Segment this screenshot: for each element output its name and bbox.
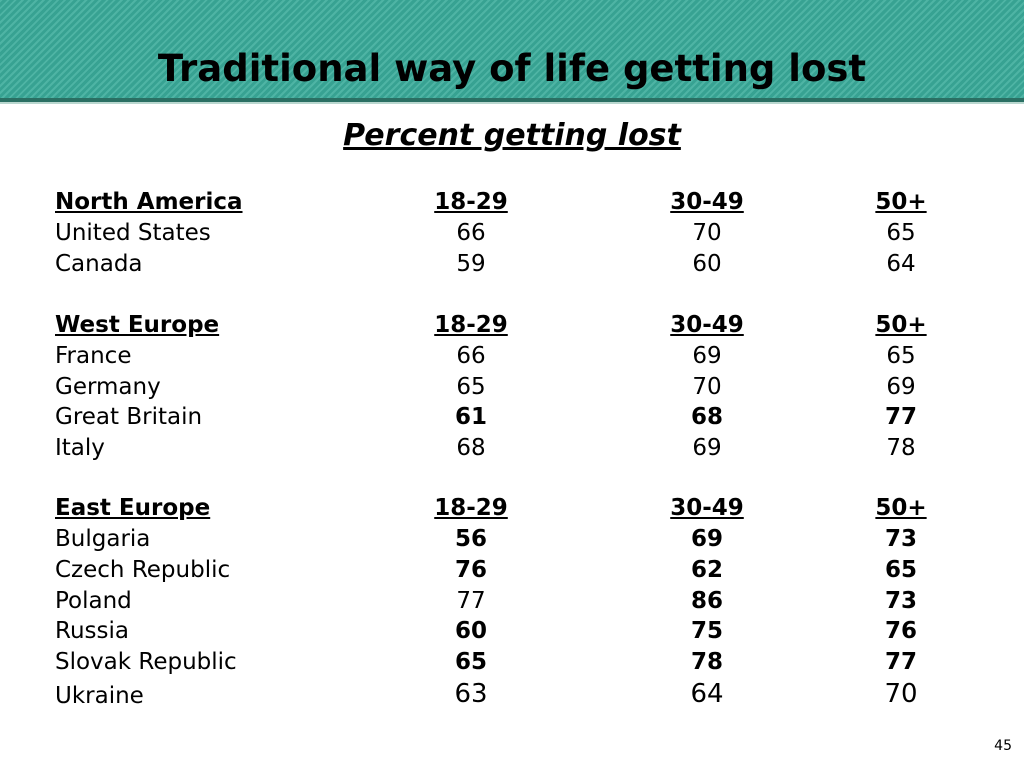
value-cell: 70 <box>884 679 918 709</box>
value-cell: 78 <box>886 435 916 461</box>
value-cell: 59 <box>456 251 486 277</box>
value-cell: 75 <box>690 618 723 644</box>
country-name: Poland <box>55 588 132 614</box>
region-heading: North America <box>55 189 243 215</box>
country-name: France <box>55 343 132 369</box>
value-cell: 76 <box>454 557 487 583</box>
value-cell: 69 <box>692 343 722 369</box>
value-cell: 61 <box>454 404 487 430</box>
value-cell: 65 <box>884 557 917 583</box>
country-name: United States <box>55 220 211 246</box>
value-cell: 77 <box>884 404 917 430</box>
value-cell: 77 <box>884 649 917 675</box>
value-cell: 60 <box>692 251 722 277</box>
country-name: Great Britain <box>55 404 203 430</box>
column-header: 30-49 <box>670 189 744 215</box>
banner-rule-light <box>0 102 1024 104</box>
value-cell: 69 <box>690 526 723 552</box>
value-cell: 73 <box>884 588 917 614</box>
value-cell: 77 <box>456 588 486 614</box>
country-name: Slovak Republic <box>55 649 237 675</box>
value-cell: 66 <box>456 343 486 369</box>
column-header: 18-29 <box>434 189 508 215</box>
value-cell: 62 <box>690 557 723 583</box>
value-cell: 63 <box>454 679 488 709</box>
value-cell: 69 <box>692 435 722 461</box>
value-cell: 78 <box>690 649 723 675</box>
country-name: Germany <box>55 374 161 400</box>
column-header: 18-29 <box>434 312 508 338</box>
value-cell: 70 <box>692 220 722 246</box>
country-name: Czech Republic <box>55 557 231 583</box>
value-cell: 65 <box>886 220 916 246</box>
value-cell: 76 <box>884 618 917 644</box>
value-cell: 66 <box>456 220 486 246</box>
value-cell: 65 <box>454 649 487 675</box>
value-cell: 68 <box>690 404 723 430</box>
value-cell: 65 <box>886 343 916 369</box>
column-header: 50+ <box>875 312 927 338</box>
value-cell: 68 <box>456 435 486 461</box>
value-cell: 64 <box>886 251 916 277</box>
region-heading: East Europe <box>55 495 211 521</box>
region-heading: West Europe <box>55 312 220 338</box>
column-header: 50+ <box>875 189 927 215</box>
slide-title: Traditional way of life getting lost <box>157 47 867 90</box>
country-name: Canada <box>55 251 143 277</box>
value-cell: 65 <box>456 374 486 400</box>
country-name: Italy <box>55 435 105 461</box>
value-cell: 73 <box>884 526 917 552</box>
value-cell: 56 <box>454 526 487 552</box>
page-number: 45 <box>994 738 1012 754</box>
column-header: 18-29 <box>434 495 508 521</box>
country-name: Russia <box>55 618 129 644</box>
value-cell: 64 <box>690 679 724 709</box>
banner-rule <box>0 98 1024 102</box>
country-name: Ukraine <box>55 683 144 709</box>
column-header: 50+ <box>875 495 927 521</box>
country-name: Bulgaria <box>55 526 151 552</box>
value-cell: 69 <box>886 374 916 400</box>
value-cell: 86 <box>690 588 723 614</box>
value-cell: 60 <box>454 618 487 644</box>
title-banner <box>0 0 1024 98</box>
value-cell: 70 <box>692 374 722 400</box>
slide-subtitle: Percent getting lost <box>343 118 681 153</box>
column-header: 30-49 <box>670 312 744 338</box>
column-header: 30-49 <box>670 495 744 521</box>
